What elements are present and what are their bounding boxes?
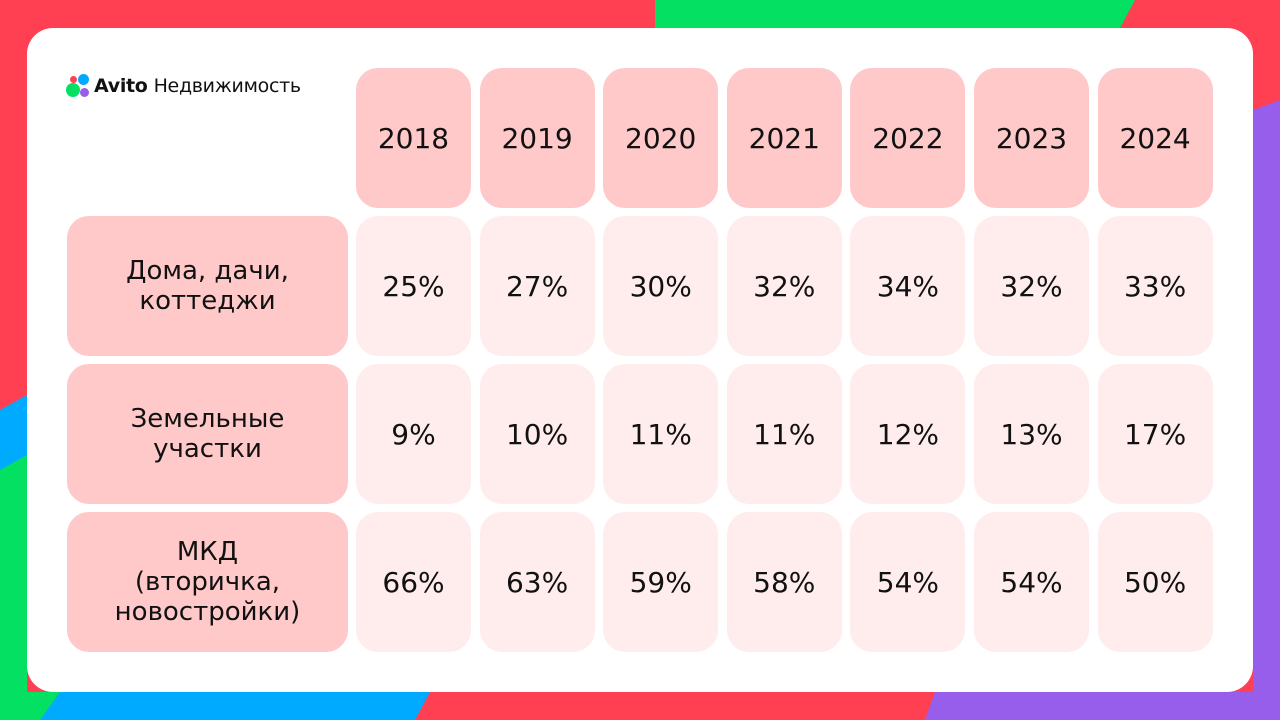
year-header-2023: 2023 — [974, 68, 1089, 208]
year-header-2018: 2018 — [356, 68, 471, 208]
avito-dots-icon — [66, 74, 90, 98]
year-header-2021: 2021 — [726, 68, 842, 208]
bg-green-left — [0, 455, 60, 720]
value-cell: 59% — [603, 512, 719, 652]
year-header-2020: 2020 — [603, 68, 719, 208]
logo-dot-violet — [80, 88, 89, 97]
value-cell: 11% — [603, 364, 719, 504]
value-cell: 58% — [726, 512, 842, 652]
year-header-2024: 2024 — [1097, 68, 1213, 208]
logo-dot-blue — [78, 74, 89, 85]
row-label-2: МКД (вторичка, новостройки) — [67, 512, 348, 652]
row-label-1: Земельные участки — [67, 364, 348, 504]
brand-product: Недвижимость — [153, 75, 302, 97]
value-cell: 33% — [1097, 216, 1213, 356]
value-cell: 32% — [726, 216, 842, 356]
value-cell: 27% — [479, 216, 595, 356]
value-cell: 25% — [356, 216, 471, 356]
value-cell: 11% — [726, 364, 842, 504]
value-cell: 63% — [479, 512, 595, 652]
value-cell: 66% — [356, 512, 471, 652]
row-label-0: Дома, дачи, коттеджи — [67, 216, 348, 356]
bg-green-top — [655, 0, 1135, 28]
value-cell: 54% — [974, 512, 1089, 652]
value-cell: 34% — [850, 216, 966, 356]
value-cell: 54% — [850, 512, 966, 652]
logo-dot-green — [66, 83, 80, 97]
year-header-2022: 2022 — [850, 68, 966, 208]
value-cell: 9% — [356, 364, 471, 504]
brand-name: Avito — [94, 75, 148, 97]
value-cell: 32% — [974, 216, 1089, 356]
value-cell: 10% — [479, 364, 595, 504]
year-header-2019: 2019 — [479, 68, 595, 208]
avito-logo: Avito Недвижимость — [66, 72, 301, 100]
logo-dot-red — [70, 76, 77, 83]
value-cell: 12% — [850, 364, 966, 504]
value-cell: 50% — [1097, 512, 1213, 652]
value-cell: 17% — [1097, 364, 1213, 504]
value-cell: 13% — [974, 364, 1089, 504]
value-cell: 30% — [603, 216, 719, 356]
